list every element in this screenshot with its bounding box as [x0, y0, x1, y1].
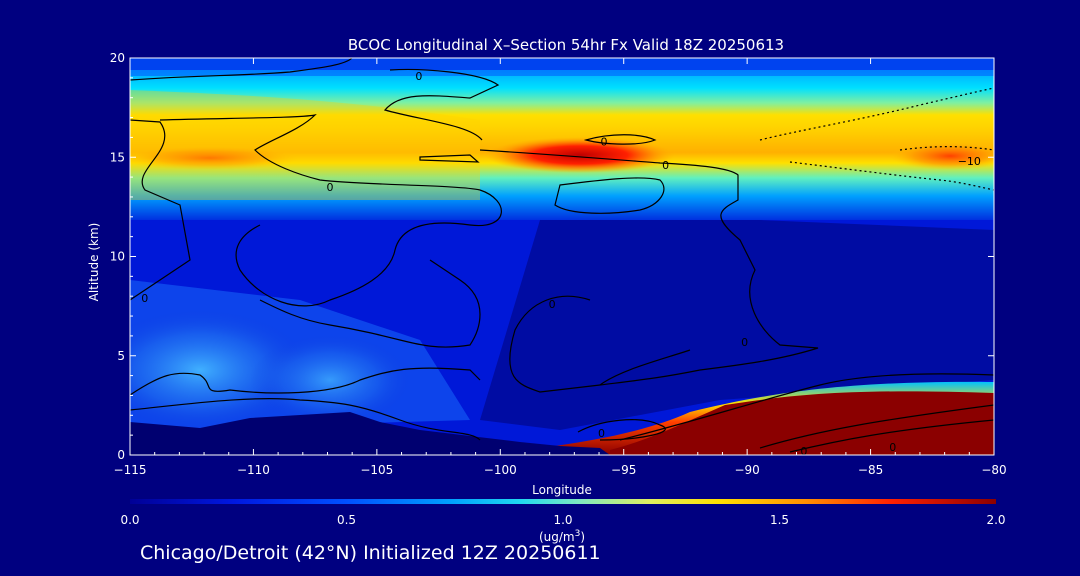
contour-label: 0 [326, 181, 333, 194]
colorbar-unit-label: (ug/m3) [539, 529, 585, 544]
x-tick-label: −85 [858, 463, 883, 477]
dotted-contour-lines [759, 87, 994, 191]
colorbar-tick-label: 2.0 [986, 513, 1005, 527]
contour-label: 0 [415, 70, 422, 83]
chart-title: BCOC Longitudinal X–Section 54hr Fx Vali… [348, 36, 784, 54]
y-tick-label: 0 [117, 448, 125, 462]
contour-label: 0 [598, 427, 605, 440]
x-axis-label: Longitude [532, 483, 592, 497]
colorbar-tick-label: 0.5 [337, 513, 356, 527]
x-tick-label: −115 [114, 463, 147, 477]
contour-label: 0 [889, 441, 896, 454]
x-tick-label: −110 [237, 463, 270, 477]
y-axis-label: Altitude (km) [87, 223, 101, 302]
colorbar-ticks: 0.0 0.5 1.0 1.5 2.0 [120, 513, 1005, 527]
contour-label: 0 [141, 292, 148, 305]
contour-label: 0 [600, 135, 607, 148]
x-tick-label: −95 [611, 463, 636, 477]
contour-label: 0 [549, 298, 556, 311]
contour-lines [130, 58, 994, 453]
x-tick-label: −100 [484, 463, 517, 477]
colorbar-tick-label: 0.0 [120, 513, 139, 527]
x-tick-label: −105 [360, 463, 393, 477]
colorbar-tick-label: 1.0 [553, 513, 572, 527]
colorbar-tick-label: 1.5 [770, 513, 789, 527]
y-tick-label: 20 [110, 51, 125, 65]
y-tick-label: 15 [110, 150, 125, 164]
y-tick-label: 5 [117, 349, 125, 363]
y-tick-label: 10 [110, 250, 125, 264]
contour-label: 0 [800, 445, 807, 458]
concentration-field [130, 58, 994, 455]
contour-labels: 0 0 0 0 0 0 0 0 0 0 −10 [141, 70, 981, 458]
x-axis-ticks: −115 −110 −105 −100 −95 −90 −85 −80 [114, 58, 1007, 477]
contour-label: −10 [958, 155, 981, 168]
x-tick-label: −80 [981, 463, 1006, 477]
colorbar [130, 499, 996, 504]
contour-label: 0 [662, 159, 669, 172]
x-tick-label: −90 [734, 463, 759, 477]
footer-caption: Chicago/Detroit (42°N) Initialized 12Z 2… [140, 542, 601, 564]
y-axis-ticks: 0 5 10 15 20 [110, 51, 994, 462]
contour-label: 0 [741, 336, 748, 349]
